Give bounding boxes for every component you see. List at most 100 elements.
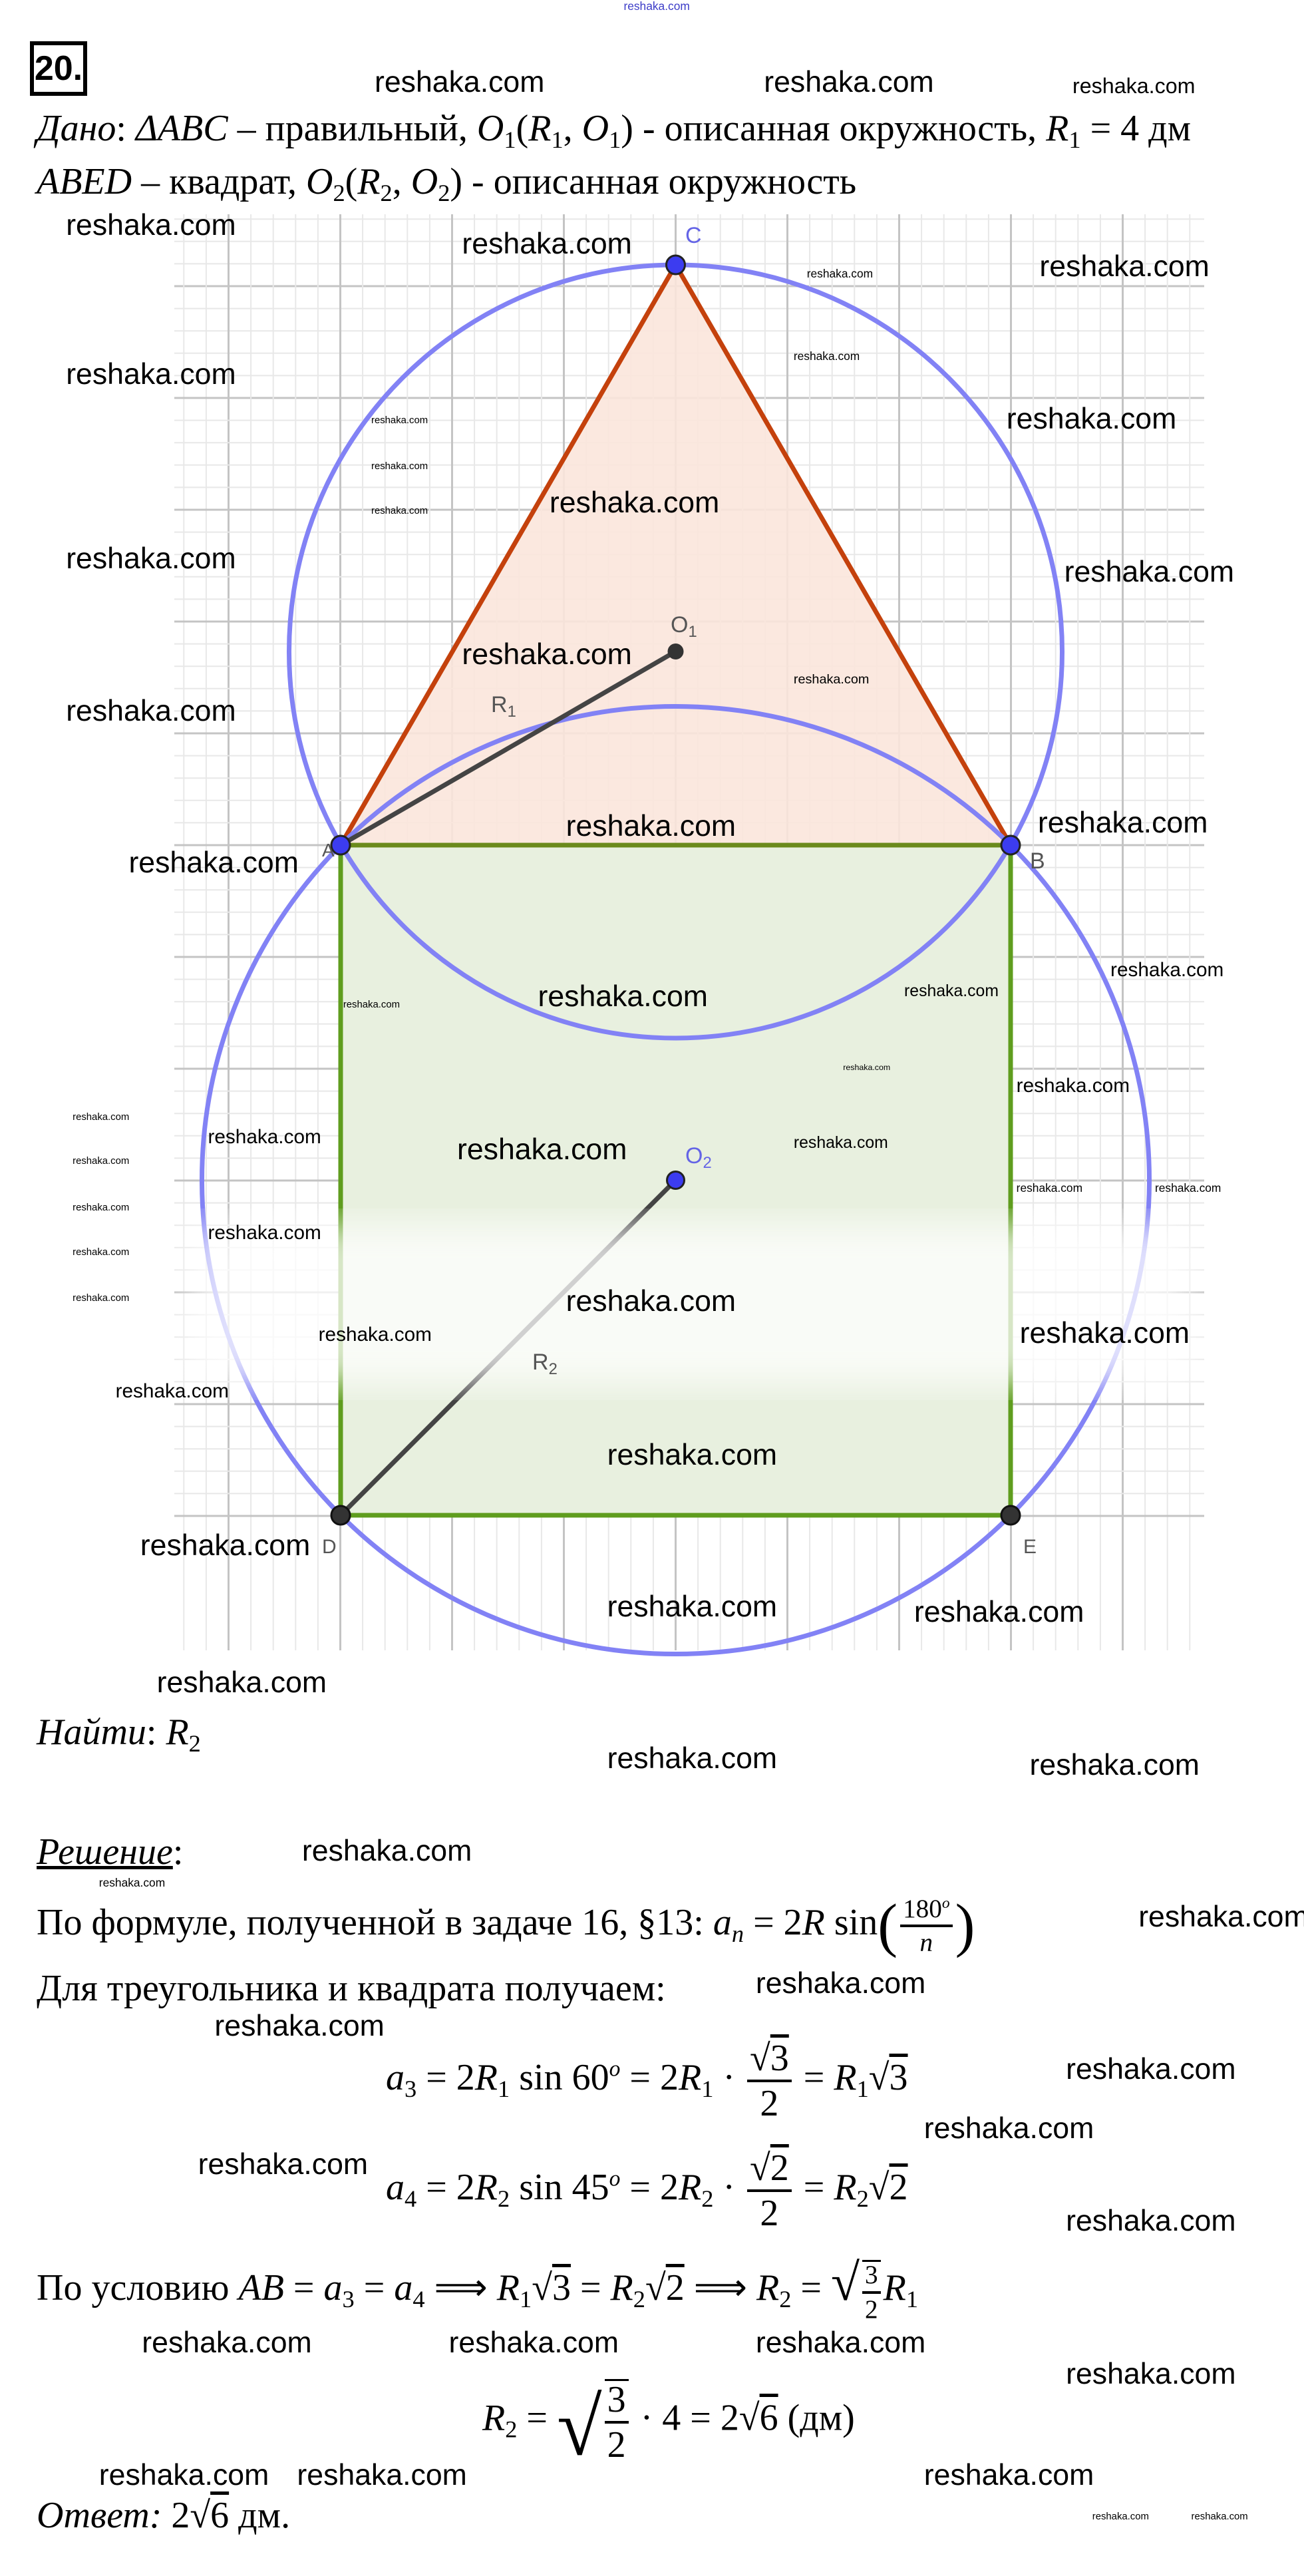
smudge-overlay [193, 1224, 1191, 1384]
sqrt-sign: √ [750, 2038, 770, 2079]
sqrt-sign: √ [831, 2253, 860, 2311]
watermark: reshaka.com [208, 1221, 321, 1244]
watermark: reshaka.com [793, 349, 860, 363]
sub: 2 [505, 2416, 518, 2443]
point-c [665, 254, 686, 276]
point-e [1000, 1505, 1021, 1526]
denominator: n [919, 1929, 933, 1958]
var: R [834, 2056, 857, 2098]
text: sin 60 [510, 2056, 609, 2098]
watermark: reshaka.com [566, 1285, 736, 1318]
text: = [791, 2267, 831, 2308]
sub: 2 [856, 2185, 869, 2212]
var: R [834, 2166, 857, 2208]
text: · 4 = 2 [631, 2397, 739, 2439]
find-label: Найти [37, 1712, 146, 1753]
text: = [794, 2166, 834, 2208]
var: a [323, 2267, 343, 2308]
text: дм. [229, 2495, 291, 2536]
numerator: 3 [604, 2381, 629, 2424]
point-o1 [667, 644, 684, 659]
text: По формуле, полученной в задаче 16, §13: [37, 1902, 713, 1944]
watermark: reshaka.com [538, 980, 708, 1013]
sub: 1 [701, 2075, 714, 2102]
degree: o [609, 2166, 621, 2191]
watermark: reshaka.com [607, 1590, 778, 1624]
watermark: reshaka.com [549, 486, 720, 520]
radicand: 6 [210, 2495, 230, 2536]
condition-line: По условию AB = a3 = a4 ⟹ R1√3 = R2√2 ⟹ … [37, 2256, 919, 2322]
radicand: 6 [759, 2397, 778, 2439]
label-d: D [322, 1536, 337, 1558]
watermark: reshaka.com [1155, 1181, 1222, 1195]
watermark: reshaka.com [1066, 2204, 1236, 2237]
denominator: 2 [607, 2424, 626, 2466]
given-line-2: ABED – квадрат, O2(R2, O2) - описанная о… [37, 158, 856, 205]
watermark: reshaka.com [66, 357, 236, 391]
watermark: reshaka.com [1072, 73, 1196, 98]
sub: 3 [342, 2285, 355, 2312]
watermark: reshaka.com [923, 2458, 1094, 2491]
radicand: 3 [770, 2038, 789, 2079]
watermark: reshaka.com [214, 2010, 385, 2043]
triangle-name: ΔABC [135, 108, 228, 149]
label-b: B [1030, 848, 1045, 874]
text: = 2 [416, 2166, 475, 2208]
sub: 1 [905, 2285, 919, 2312]
sub: 1 [856, 2075, 869, 2102]
text: = [283, 2267, 324, 2308]
var: R [166, 1712, 189, 1753]
text: , [392, 161, 411, 202]
problem-number: 20. [30, 41, 87, 96]
sqrt-sign: √ [557, 2381, 602, 2473]
watermark: reshaka.com [923, 2112, 1094, 2145]
text: По условию [37, 2267, 239, 2308]
sub: 2 [333, 179, 345, 206]
degree: o [941, 1894, 950, 1912]
sqrt-sign: √ [532, 2267, 552, 2308]
watermark: reshaka.com [607, 1742, 778, 1775]
side-bc [673, 264, 1013, 846]
watermark: reshaka.com [1110, 959, 1224, 982]
fraction: √3 2 [747, 2040, 792, 2122]
text: : [116, 108, 136, 149]
watermark: reshaka.com [1191, 2511, 1248, 2522]
label-r2-sub: 2 [548, 1360, 558, 1379]
radicand: 2 [889, 2166, 908, 2208]
watermark: reshaka.com [66, 209, 236, 242]
watermark: reshaka.com [98, 2458, 269, 2491]
find-line: Найти: R2 [37, 1709, 201, 1755]
watermark: reshaka.com [566, 810, 736, 843]
given-line-1: Дано: ΔABC – правильный, O1(R1, O1) - оп… [37, 105, 1191, 152]
watermark: reshaka.com [301, 1835, 472, 1868]
watermark: reshaka.com [128, 846, 299, 879]
watermark: reshaka.com [1064, 556, 1235, 589]
watermark: reshaka.com [1037, 807, 1208, 840]
watermark: reshaka.com [198, 2148, 369, 2181]
watermark: reshaka.com [456, 1133, 627, 1167]
sqrt-sign: √ [868, 2056, 890, 2098]
numerator: 3 [862, 2262, 881, 2294]
circumcircle-2 [200, 704, 1152, 1656]
equation-a4: a4 = 2R2 sin 45o = 2R2 · √2 2 = R2√2 [386, 2149, 908, 2232]
text: – правильный, [228, 108, 477, 149]
watermark: reshaka.com [1029, 1749, 1200, 1782]
text: = [570, 2267, 611, 2308]
watermark: reshaka.com [1016, 1074, 1130, 1097]
var: a [386, 2166, 405, 2208]
sub: 1 [609, 126, 621, 153]
watermark: reshaka.com [66, 694, 236, 727]
text: = 4 дм [1080, 108, 1192, 149]
var: a [394, 2267, 413, 2308]
radicand: 2 [770, 2147, 789, 2189]
var: R [474, 2166, 498, 2208]
sqrt-sign: √ [738, 2397, 760, 2439]
text: = 2 [744, 1902, 802, 1944]
radicand: 3 [889, 2056, 908, 2098]
var: R [474, 2056, 498, 2098]
var: R [756, 2267, 780, 2308]
radicand: 3 [552, 2267, 571, 2308]
